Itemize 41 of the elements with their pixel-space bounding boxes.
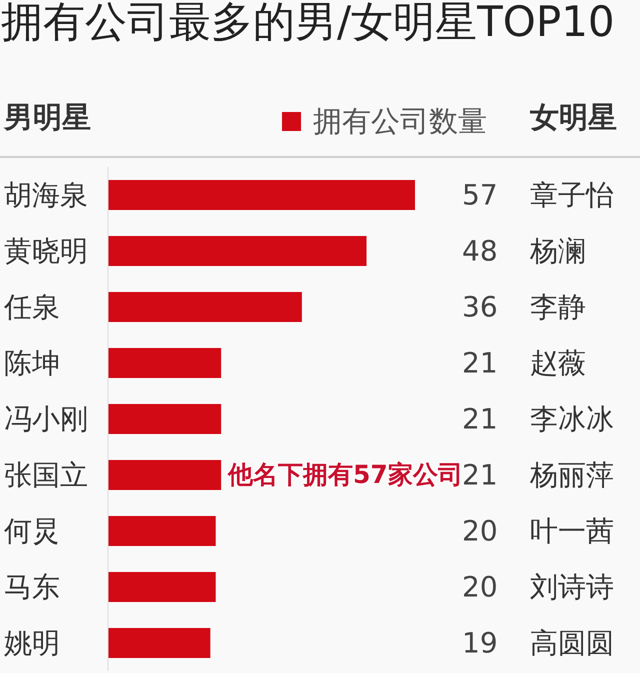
data-label: 36 <box>462 290 498 324</box>
y2-tick-label: 杨丽萍 <box>529 458 614 492</box>
data-label: 21 <box>462 458 498 492</box>
data-label: 21 <box>462 346 498 380</box>
data-label: 57 <box>462 178 498 212</box>
data-label: 20 <box>462 514 498 548</box>
y-axis-title: 男明星 <box>4 99 91 136</box>
y-tick-label: 黄晓明 <box>4 234 88 268</box>
chart-title: 拥有公司最多的男/女明星TOP10 <box>1 0 615 46</box>
bar <box>108 404 222 434</box>
y2-tick-label: 李冰冰 <box>530 402 614 436</box>
y2-tick-label: 叶一茜 <box>530 514 614 548</box>
y-tick-label: 何炅 <box>4 514 60 548</box>
bar <box>108 180 415 210</box>
bar <box>108 292 302 322</box>
bar <box>108 348 222 378</box>
y2-tick-label: 杨澜 <box>529 234 586 268</box>
y-tick-label: 冯小刚 <box>4 402 88 436</box>
annotation: 他名下拥有57家公司 <box>228 459 463 491</box>
y-tick-label: 胡海泉 <box>4 178 88 212</box>
data-label: 48 <box>462 234 498 268</box>
bar <box>108 572 216 602</box>
y2-axis-title: 女明星 <box>530 99 617 136</box>
y2-tick-label: 高圆圆 <box>530 626 614 660</box>
bar <box>108 236 367 266</box>
y2-tick-label: 李静 <box>530 290 586 324</box>
bar <box>108 628 210 658</box>
data-label: 19 <box>462 626 498 660</box>
y2-tick-label: 赵薇 <box>530 346 586 380</box>
y-tick-label: 张国立 <box>4 458 88 492</box>
y-tick-label: 马东 <box>4 570 60 604</box>
y-tick-label: 任泉 <box>3 290 60 324</box>
legend-label: 拥有公司数量 <box>313 103 487 140</box>
bar <box>108 516 216 546</box>
bar <box>108 460 222 490</box>
y2-tick-label: 章子怡 <box>530 178 614 212</box>
y-tick-label: 姚明 <box>4 626 60 660</box>
data-label: 20 <box>462 570 498 604</box>
y2-tick-label: 刘诗诗 <box>530 570 614 604</box>
data-label: 21 <box>462 402 498 436</box>
y-tick-label: 陈坤 <box>4 346 60 380</box>
